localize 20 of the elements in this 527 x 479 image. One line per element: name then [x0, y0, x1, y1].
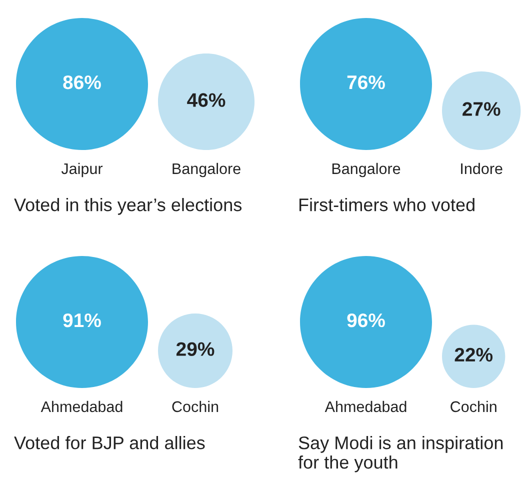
category-label: Jaipur	[61, 162, 103, 178]
category-label: Cochin	[450, 400, 496, 412]
data-label: 27%	[462, 102, 500, 116]
text: Say Modi is an inspiration for the youth	[298, 436, 503, 472]
category-label: Ahmedabad	[40, 400, 122, 412]
category-label: Bangalore	[332, 162, 400, 178]
data-label: 96%	[347, 313, 385, 328]
category-label: Cochin	[172, 400, 218, 412]
data-label: 29%	[176, 342, 214, 356]
data-label: 76%	[347, 75, 385, 90]
data-label: 22%	[454, 348, 493, 362]
category-label: Bangalore	[172, 162, 240, 178]
data-label: 91%	[63, 313, 101, 328]
text: First-timers who voted	[299, 198, 474, 212]
data-label: 86%	[63, 75, 101, 90]
category-label: Indore	[461, 162, 502, 174]
data-label: 46%	[187, 93, 226, 107]
text: Voted in this year’s elections	[14, 198, 242, 215]
text: Voted for BJP and allies	[14, 436, 205, 450]
category-label: Ahmedabad	[324, 400, 406, 412]
